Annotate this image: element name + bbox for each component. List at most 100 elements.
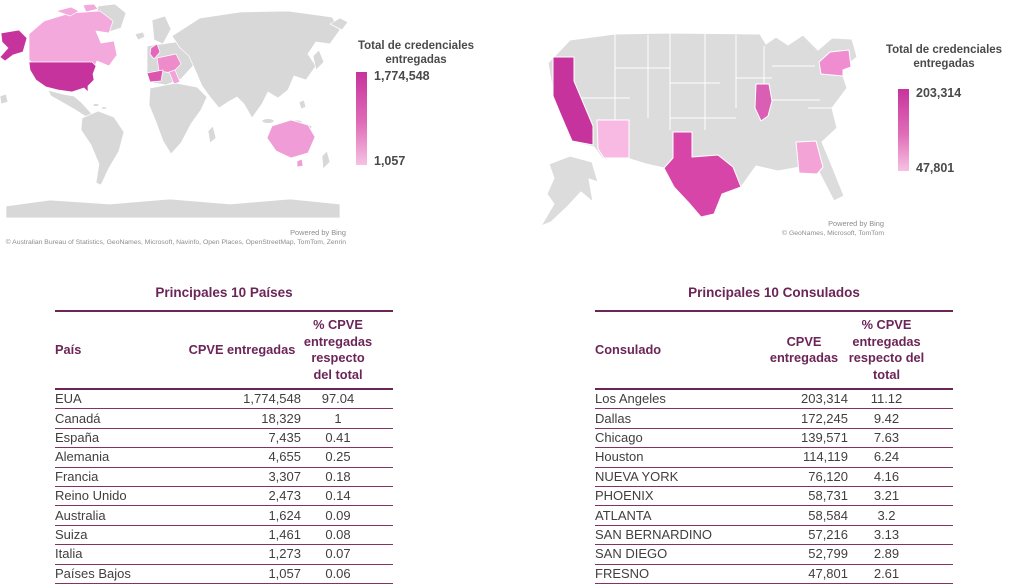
- cpve-cell: 1,057: [183, 564, 301, 584]
- column-header-consulado: Consulado: [595, 310, 760, 390]
- table-row[interactable]: Australia 1,624 0.09: [55, 505, 393, 526]
- country-cell: Suiza: [55, 525, 183, 546]
- table-row[interactable]: ATLANTA 58,584 3.2: [595, 505, 953, 526]
- us-map-legend: Total de credenciales entregadas 203,314…: [868, 44, 1020, 187]
- us-map-attribution: Powered by Bing © GeoNames, Microsoft, T…: [732, 219, 884, 238]
- table-row[interactable]: España 7,435 0.41: [55, 428, 393, 449]
- column-header-cpve: CPVE entregadas: [760, 310, 848, 390]
- table-row[interactable]: Dallas 172,245 9.42: [595, 408, 953, 429]
- world-region-australia[interactable]: [266, 119, 316, 168]
- country-cell: Reino Unido: [55, 486, 183, 507]
- pct-cell: 3.2: [848, 505, 953, 526]
- world-region-espana[interactable]: [146, 69, 164, 83]
- cpve-cell: 1,273: [183, 544, 301, 565]
- column-header-pct: % CPVE entregadas respecto del total: [301, 310, 393, 390]
- consulates-table-panel: Principales 10 Consulados Consulado CPVE…: [595, 285, 953, 584]
- legend-max-value: 203,314: [916, 86, 962, 100]
- country-cell: Países Bajos: [55, 564, 183, 584]
- consulate-cell: ATLANTA: [595, 505, 760, 526]
- country-cell: Alemania: [55, 447, 183, 468]
- us-region-california[interactable]: [552, 56, 594, 146]
- column-header-pais: País: [55, 310, 183, 390]
- table-row[interactable]: Alemania 4,655 0.25: [55, 447, 393, 468]
- cpve-cell: 172,245: [760, 408, 848, 429]
- table-row[interactable]: Canadá 18,329 1: [55, 408, 393, 429]
- cpve-cell: 58,584: [760, 505, 848, 526]
- table-row[interactable]: Chicago 139,571 7.63: [595, 428, 953, 449]
- table-row[interactable]: Francia 3,307 0.18: [55, 467, 393, 487]
- countries-table-title: Principales 10 Países: [155, 285, 293, 300]
- us-region-new-york[interactable]: [818, 49, 852, 77]
- pct-cell: 0.09: [301, 505, 393, 526]
- consulate-cell: Los Angeles: [595, 389, 760, 410]
- consulates-table: Consulado CPVE entregadas % CPVE entrega…: [595, 310, 953, 584]
- pct-cell: 97.04: [301, 389, 393, 410]
- consulate-cell: Dallas: [595, 408, 760, 429]
- consulate-cell: Houston: [595, 447, 760, 468]
- state-border-lines: [580, 33, 836, 130]
- pct-cell: 6.24: [848, 447, 953, 468]
- country-cell: Australia: [55, 505, 183, 526]
- consulate-cell: PHOENIX: [595, 486, 760, 507]
- pct-cell: 0.06: [301, 564, 393, 584]
- legend-title: Total de credenciales entregadas: [885, 44, 1003, 70]
- cpve-cell: 3,307: [183, 467, 301, 487]
- world-region-francia-alemania[interactable]: [156, 53, 182, 74]
- cpve-cell: 203,314: [760, 389, 848, 410]
- us-region-georgia[interactable]: [795, 140, 824, 175]
- pct-cell: 11.12: [848, 389, 953, 410]
- table-row[interactable]: Reino Unido 2,473 0.14: [55, 486, 393, 507]
- consulate-cell: SAN DIEGO: [595, 544, 760, 565]
- pct-cell: 0.18: [301, 467, 393, 487]
- cpve-cell: 1,624: [183, 505, 301, 526]
- country-cell: España: [55, 428, 183, 449]
- us-region-illinois[interactable]: [754, 83, 773, 122]
- cpve-cell: 76,120: [760, 467, 848, 487]
- cpve-cell: 2,473: [183, 486, 301, 507]
- world-region-canada[interactable]: [28, 4, 118, 71]
- table-row[interactable]: FRESNO 47,801 2.61: [595, 564, 953, 584]
- us-region-texas[interactable]: [663, 131, 742, 218]
- pct-cell: 0.08: [301, 525, 393, 546]
- pct-cell: 2.61: [848, 564, 953, 584]
- cpve-cell: 7,435: [183, 428, 301, 449]
- world-map-legend: Total de credenciales entregadas 1,774,5…: [346, 40, 486, 174]
- consulate-cell: NUEVA YORK: [595, 467, 760, 487]
- table-header-row: Consulado CPVE entregadas % CPVE entrega…: [595, 310, 953, 390]
- us-choropleth-map[interactable]: [520, 8, 870, 228]
- consulate-cell: FRESNO: [595, 564, 760, 584]
- pct-cell: 0.14: [301, 486, 393, 507]
- country-cell: EUA: [55, 389, 183, 410]
- cpve-cell: 18,329: [183, 408, 301, 429]
- table-row[interactable]: Suiza 1,461 0.08: [55, 525, 393, 546]
- table-row[interactable]: NUEVA YORK 76,120 4.16: [595, 467, 953, 487]
- world-map-attribution: Powered by Bing © Australian Bureau of S…: [4, 228, 346, 247]
- table-row[interactable]: EUA 1,774,548 97.04: [55, 389, 393, 410]
- column-header-cpve: CPVE entregadas: [183, 310, 301, 390]
- table-row[interactable]: Italia 1,273 0.07: [55, 544, 393, 565]
- pct-cell: 0.25: [301, 447, 393, 468]
- powered-by-bing-label: Powered by Bing: [828, 219, 884, 228]
- world-region-italia[interactable]: [168, 69, 181, 85]
- table-row[interactable]: SAN BERNARDINO 57,216 3.13: [595, 525, 953, 546]
- table-row[interactable]: SAN DIEGO 52,799 2.89: [595, 544, 953, 565]
- table-header-row: País CPVE entregadas % CPVE entregadas r…: [55, 310, 393, 390]
- table-row[interactable]: Los Angeles 203,314 11.12: [595, 389, 953, 410]
- world-region-reino-unido[interactable]: [149, 43, 161, 60]
- us-region-arizona[interactable]: [596, 119, 630, 159]
- cpve-cell: 47,801: [760, 564, 848, 584]
- cpve-cell: 1,461: [183, 525, 301, 546]
- pct-cell: 3.21: [848, 486, 953, 507]
- table-row[interactable]: Países Bajos 1,057 0.06: [55, 564, 393, 584]
- cpve-cell: 114,119: [760, 447, 848, 468]
- world-region-usa[interactable]: [0, 29, 97, 93]
- map-copyright-label: © GeoNames, Microsoft, TomTom: [782, 229, 884, 237]
- legend-min-value: 1,057: [374, 154, 406, 168]
- table-row[interactable]: PHOENIX 58,731 3.21: [595, 486, 953, 507]
- world-choropleth-map[interactable]: [0, 4, 352, 226]
- pct-cell: 0.07: [301, 544, 393, 565]
- cpve-cell: 52,799: [760, 544, 848, 565]
- table-row[interactable]: Houston 114,119 6.24: [595, 447, 953, 468]
- legend-max-value: 1,774,548: [374, 69, 430, 83]
- map-copyright-label: © Australian Bureau of Statistics, GeoNa…: [5, 238, 346, 246]
